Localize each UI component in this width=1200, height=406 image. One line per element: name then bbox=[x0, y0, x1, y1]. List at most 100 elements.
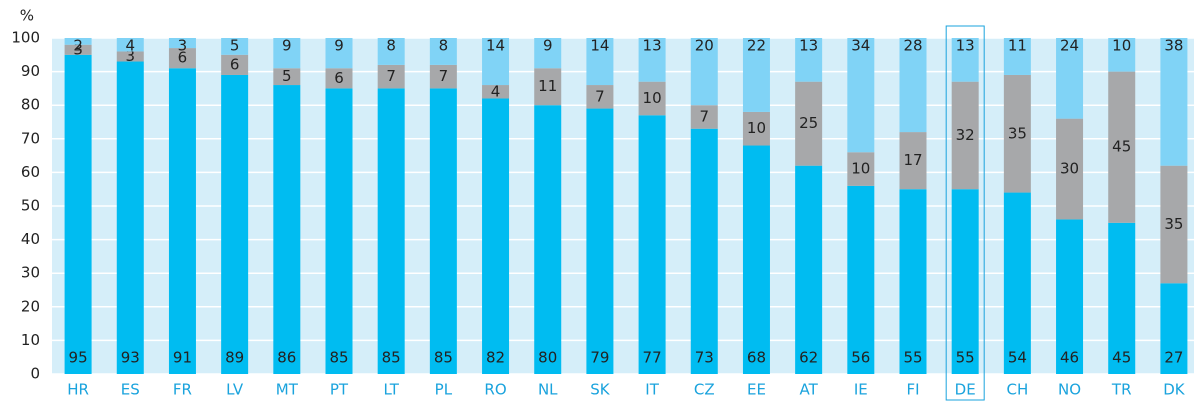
highlight-box bbox=[945, 25, 985, 401]
bar-segment bbox=[429, 64, 457, 89]
bar-segment bbox=[64, 38, 92, 45]
bar-segment bbox=[429, 38, 457, 65]
bar-segment bbox=[847, 152, 875, 186]
value-label: 13 bbox=[643, 37, 662, 55]
x-tick-label: MT bbox=[276, 381, 299, 399]
value-label: 5 bbox=[282, 67, 292, 85]
value-label: 3 bbox=[125, 47, 135, 65]
value-label: 17 bbox=[903, 151, 922, 169]
bar-segment bbox=[534, 38, 562, 69]
y-tick-label: 10 bbox=[21, 331, 40, 349]
bar-segment bbox=[1003, 192, 1031, 374]
bar-segment bbox=[116, 51, 144, 62]
bar-segment bbox=[1108, 38, 1136, 72]
value-label: 95 bbox=[69, 349, 88, 367]
x-tick-label: DK bbox=[1163, 381, 1186, 399]
bar-segment bbox=[795, 165, 823, 374]
value-label: 85 bbox=[434, 349, 453, 367]
bar-segment bbox=[1108, 222, 1136, 374]
value-label: 35 bbox=[1008, 124, 1027, 142]
value-label: 79 bbox=[590, 349, 609, 367]
bar-segment bbox=[221, 54, 249, 75]
bar-segment bbox=[273, 38, 301, 69]
bar-segment bbox=[795, 38, 823, 82]
bar-segment bbox=[690, 128, 718, 374]
x-tick-label: RO bbox=[484, 381, 506, 399]
bar-segment bbox=[586, 108, 614, 374]
bar-segment bbox=[1160, 165, 1188, 284]
value-label: 35 bbox=[1164, 215, 1183, 233]
value-label: 6 bbox=[334, 69, 344, 87]
value-label: 2 bbox=[73, 37, 83, 55]
y-tick-label: 100 bbox=[11, 29, 40, 47]
value-label: 77 bbox=[643, 349, 662, 367]
value-label: 6 bbox=[230, 55, 240, 73]
bar-segment bbox=[742, 38, 770, 112]
value-label: 80 bbox=[538, 349, 557, 367]
bar-segment bbox=[116, 38, 144, 52]
bar-segment bbox=[482, 98, 510, 374]
bar-segment bbox=[742, 111, 770, 146]
bar-segment bbox=[221, 74, 249, 375]
x-tick-label: ES bbox=[121, 381, 140, 399]
bar-segment bbox=[1056, 118, 1084, 220]
x-tick-label: NO bbox=[1058, 381, 1081, 399]
bar-segment bbox=[1160, 283, 1188, 374]
value-label: 4 bbox=[125, 37, 135, 55]
y-tick-label: 50 bbox=[21, 197, 40, 215]
bar-segment bbox=[377, 64, 405, 89]
value-label: 13 bbox=[799, 37, 818, 55]
value-label: 11 bbox=[1008, 37, 1027, 55]
value-label: 9 bbox=[334, 37, 344, 55]
value-label: 7 bbox=[595, 87, 605, 105]
bar-segment bbox=[1056, 219, 1084, 374]
bar-segment bbox=[534, 105, 562, 374]
x-tick-label: SK bbox=[590, 381, 611, 399]
value-label: 13 bbox=[956, 37, 975, 55]
value-label: 28 bbox=[903, 37, 922, 55]
x-tick-label: TR bbox=[1111, 381, 1132, 399]
x-tick-label: IE bbox=[854, 381, 868, 399]
value-label: 32 bbox=[956, 126, 975, 144]
value-label: 11 bbox=[538, 77, 557, 95]
bar-segment bbox=[168, 68, 196, 375]
x-tick-label: FI bbox=[906, 381, 919, 399]
value-label: 30 bbox=[1060, 160, 1079, 178]
value-label: 8 bbox=[386, 37, 396, 55]
x-tick-label: DE bbox=[955, 381, 976, 399]
bar-segment bbox=[586, 38, 614, 86]
bar-segment bbox=[951, 189, 979, 374]
y-tick-label: 40 bbox=[21, 230, 40, 248]
y-tick-label: 90 bbox=[21, 62, 40, 80]
bar-segment bbox=[690, 105, 718, 129]
x-tick-label: EE bbox=[747, 381, 766, 399]
bar-segment bbox=[1003, 74, 1031, 193]
bar-segment bbox=[482, 85, 510, 99]
value-label: 62 bbox=[799, 349, 818, 367]
value-label: 89 bbox=[225, 349, 244, 367]
value-label: 55 bbox=[903, 349, 922, 367]
y-tick-label: 0 bbox=[30, 365, 40, 383]
bar-segment bbox=[221, 38, 249, 55]
value-label: 8 bbox=[439, 37, 449, 55]
bar-segment bbox=[899, 38, 927, 133]
bar-segment bbox=[847, 38, 875, 153]
bar-segment bbox=[377, 38, 405, 65]
bar-segment bbox=[64, 54, 92, 375]
value-label: 55 bbox=[956, 349, 975, 367]
value-label: 34 bbox=[851, 37, 870, 55]
x-tick-label: LV bbox=[226, 381, 244, 399]
value-label: 3 bbox=[73, 40, 83, 58]
bar-segment bbox=[1056, 38, 1084, 119]
x-tick-label: IT bbox=[645, 381, 659, 399]
bar-segment bbox=[1108, 71, 1136, 223]
x-tick-label: FR bbox=[173, 381, 192, 399]
y-tick-label: 20 bbox=[21, 297, 40, 315]
value-label: 93 bbox=[121, 349, 140, 367]
bar-segment bbox=[899, 132, 927, 190]
bar-segment bbox=[638, 81, 666, 116]
bar-segment bbox=[690, 38, 718, 106]
bar-segment bbox=[1003, 38, 1031, 75]
value-label: 6 bbox=[178, 49, 188, 67]
